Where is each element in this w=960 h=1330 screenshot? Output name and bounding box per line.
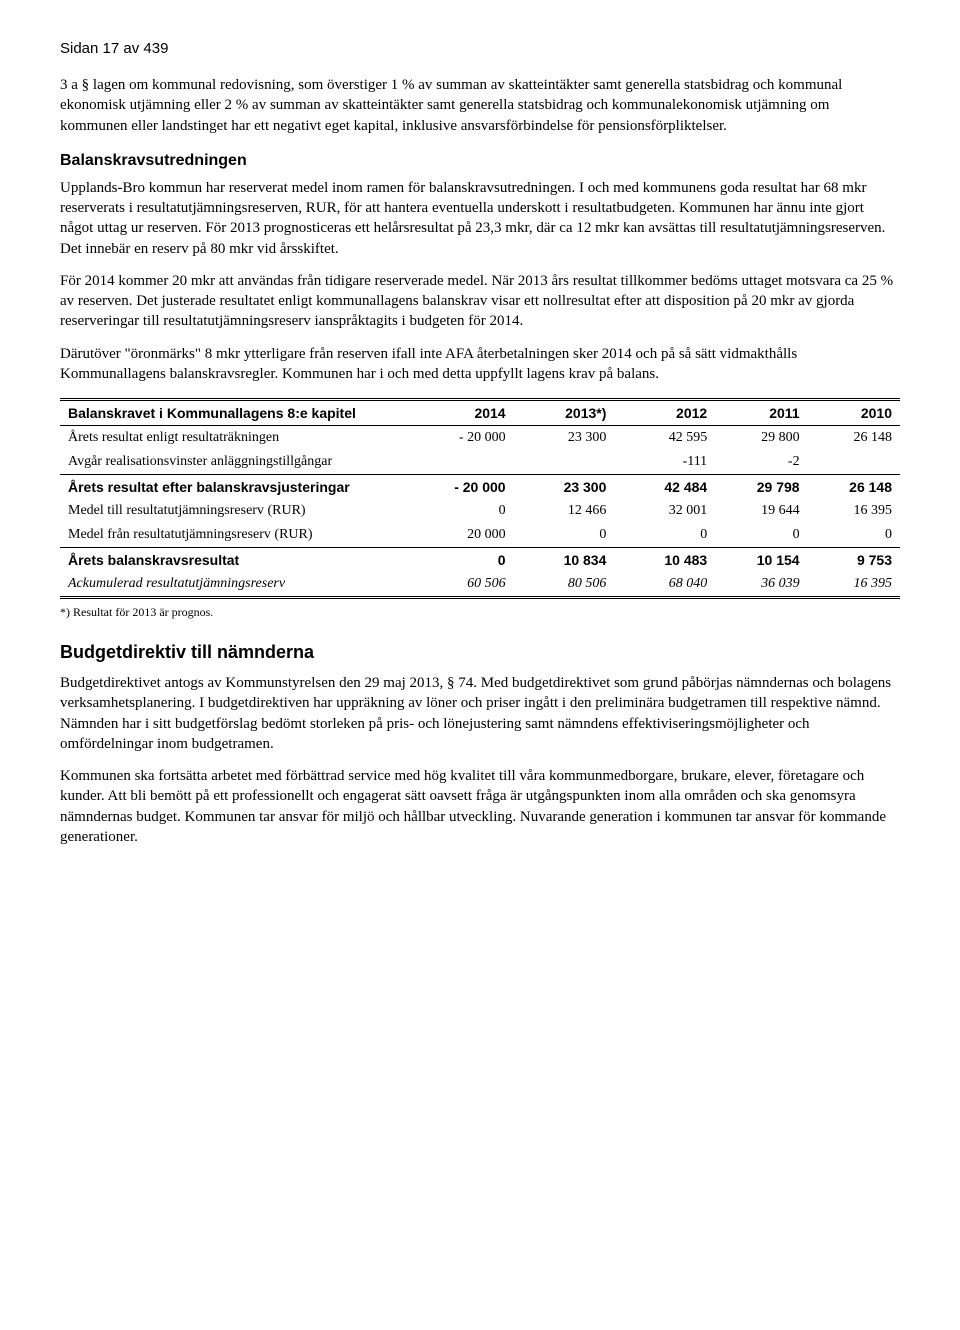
table-row: Ackumulerad resultatutjämningsreserv60 5…: [60, 572, 900, 598]
row-value: 0: [715, 523, 807, 548]
row-label: Medel från resultatutjämningsreserv (RUR…: [60, 523, 413, 548]
balance-table: Balanskravet i Kommunallagens 8:e kapite…: [60, 398, 900, 599]
table-header-row: Balanskravet i Kommunallagens 8:e kapite…: [60, 400, 900, 426]
budget-p2: Kommunen ska fortsätta arbetet med förbä…: [60, 766, 900, 847]
budget-p1: Budgetdirektivet antogs av Kommunstyrels…: [60, 673, 900, 754]
row-label: Medel till resultatutjämningsreserv (RUR…: [60, 499, 413, 523]
row-value: 42 595: [614, 426, 715, 451]
balanskrav-p3: Därutöver "öronmärks" 8 mkr ytterligare …: [60, 344, 900, 385]
table-row: Årets resultat enligt resultaträkningen-…: [60, 426, 900, 451]
row-value: 60 506: [413, 572, 514, 598]
row-value: 68 040: [614, 572, 715, 598]
balanskrav-heading: Balanskravsutredningen: [60, 152, 900, 170]
table-row: Årets balanskravsresultat010 83410 48310…: [60, 548, 900, 573]
balanskrav-p2: För 2014 kommer 20 mkr att användas från…: [60, 271, 900, 332]
row-label: Avgår realisationsvinster anläggningstil…: [60, 450, 413, 475]
row-value: 23 300: [514, 475, 615, 500]
row-value: 0: [808, 523, 900, 548]
row-value: 12 466: [514, 499, 615, 523]
row-label: Årets resultat enligt resultaträkningen: [60, 426, 413, 451]
row-value: 29 798: [715, 475, 807, 500]
row-value: 16 395: [808, 499, 900, 523]
table-header-year: 2010: [808, 400, 900, 426]
row-value: 0: [514, 523, 615, 548]
row-value: [413, 450, 514, 475]
table-header-label: Balanskravet i Kommunallagens 8:e kapite…: [60, 400, 413, 426]
row-value: 0: [413, 548, 514, 573]
balanskrav-p1: Upplands-Bro kommun har reserverat medel…: [60, 178, 900, 259]
row-value: 26 148: [808, 426, 900, 451]
row-value: - 20 000: [413, 475, 514, 500]
row-label: Årets resultat efter balanskravsjusterin…: [60, 475, 413, 500]
row-value: 29 800: [715, 426, 807, 451]
row-value: 42 484: [614, 475, 715, 500]
intro-paragraph: 3 a § lagen om kommunal redovisning, som…: [60, 75, 900, 136]
row-value: [514, 450, 615, 475]
row-value: [808, 450, 900, 475]
row-value: 9 753: [808, 548, 900, 573]
row-value: 26 148: [808, 475, 900, 500]
page-header: Sidan 17 av 439: [60, 40, 900, 57]
table-header-year: 2014: [413, 400, 514, 426]
table-row: Medel från resultatutjämningsreserv (RUR…: [60, 523, 900, 548]
table-row: Medel till resultatutjämningsreserv (RUR…: [60, 499, 900, 523]
row-value: 10 154: [715, 548, 807, 573]
row-value: 20 000: [413, 523, 514, 548]
row-value: 16 395: [808, 572, 900, 598]
row-value: 36 039: [715, 572, 807, 598]
row-label: Årets balanskravsresultat: [60, 548, 413, 573]
row-value: 10 834: [514, 548, 615, 573]
row-label: Ackumulerad resultatutjämningsreserv: [60, 572, 413, 598]
budget-heading: Budgetdirektiv till nämnderna: [60, 642, 900, 663]
table-footnote: *) Resultat för 2013 är prognos.: [60, 605, 900, 620]
row-value: -2: [715, 450, 807, 475]
row-value: - 20 000: [413, 426, 514, 451]
row-value: 23 300: [514, 426, 615, 451]
table-header-year: 2012: [614, 400, 715, 426]
table-header-year: 2013*): [514, 400, 615, 426]
row-value: 0: [614, 523, 715, 548]
row-value: 80 506: [514, 572, 615, 598]
row-value: 10 483: [614, 548, 715, 573]
row-value: 19 644: [715, 499, 807, 523]
table-row: Årets resultat efter balanskravsjusterin…: [60, 475, 900, 500]
table-row: Avgår realisationsvinster anläggningstil…: [60, 450, 900, 475]
row-value: 0: [413, 499, 514, 523]
row-value: 32 001: [614, 499, 715, 523]
table-header-year: 2011: [715, 400, 807, 426]
row-value: -111: [614, 450, 715, 475]
